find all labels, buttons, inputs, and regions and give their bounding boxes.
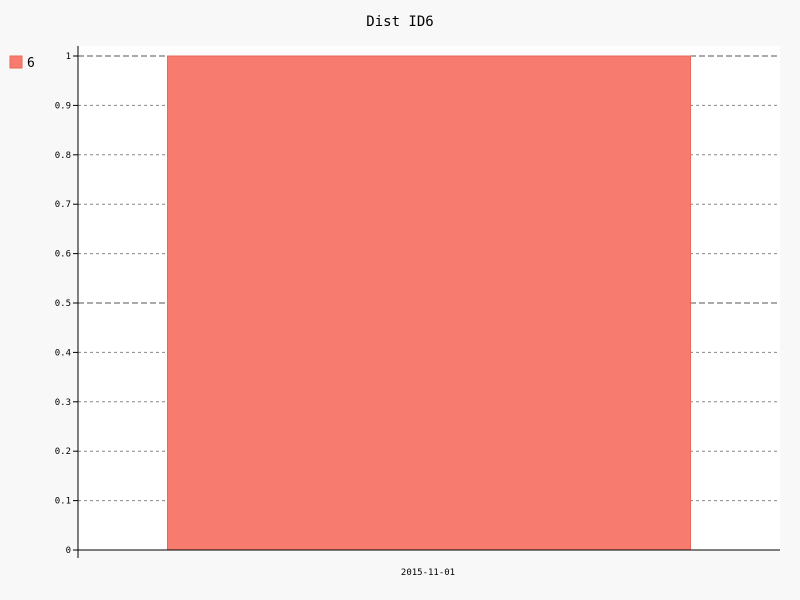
y-tick-label: 0.5 [55,299,71,309]
bar-2015-11-01 [167,55,691,551]
y-tick-labels: 0 0.1 0.2 0.3 0.4 0.5 0.6 0.7 0.8 0.9 1 [55,52,78,556]
y-tick-label: 0.1 [55,497,71,507]
legend-label: 6 [27,56,35,71]
legend-swatch [9,55,23,69]
y-tick-label: 0.4 [55,348,71,358]
x-tick-label: 2015-11-01 [401,568,455,578]
bars [167,55,691,551]
y-tick-label: 0.8 [55,151,71,161]
chart-title: Dist ID6 [366,14,433,30]
y-tick-label: 0.3 [55,398,71,408]
y-tick-label: 1 [66,52,71,62]
x-tick-labels: 2015-11-01 [401,568,455,578]
y-tick-label: 0.7 [55,200,71,210]
y-tick-label: 0 [66,546,71,556]
y-tick-label: 0.6 [55,250,71,260]
legend: 6 [9,55,35,71]
y-tick-label: 0.9 [55,101,71,111]
y-tick-label: 0.2 [55,447,71,457]
